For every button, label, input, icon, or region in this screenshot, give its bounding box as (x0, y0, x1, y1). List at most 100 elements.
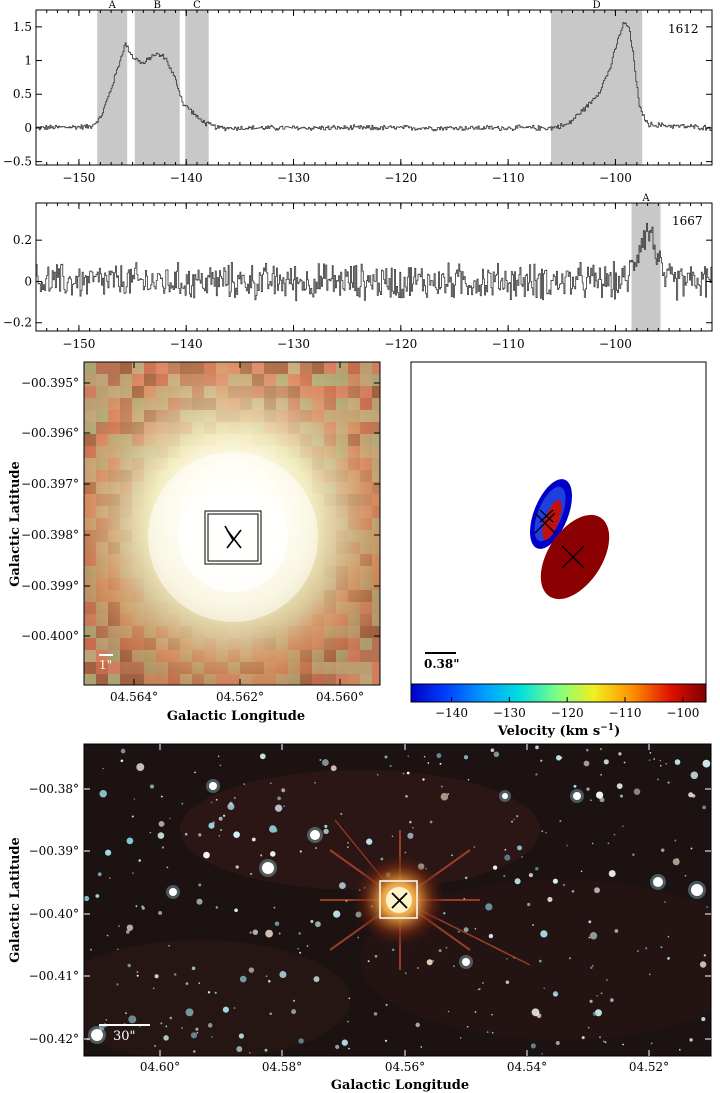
spectrum-1612-xtick: −120 (384, 171, 417, 185)
zoom-xtick-label: 04.564° (110, 690, 158, 704)
wide-ylabel: Galactic Latitude (8, 837, 23, 963)
spectrum-1667-xtick: −150 (62, 337, 95, 351)
zoom-x-ticks: 04.564° 04.562° 04.560° (110, 362, 364, 704)
zoom-ytick-label: −00.395° (21, 376, 79, 390)
spectrum-1612-ytick: 0 (24, 121, 32, 135)
maser-spot-red-small (542, 500, 562, 540)
region-a-label: A (108, 0, 117, 11)
spectrum-1667-xtick: −120 (384, 337, 417, 351)
colorbar-tick-label: −120 (551, 706, 584, 720)
zoom-image-pixels (84, 362, 380, 685)
wide-field-stars (84, 745, 711, 1055)
spectrum-1667-panel: A −150 −140 −130 −120 −110 −100 −0.2 0 0.2 1667 (3, 193, 713, 351)
region-d-label: D (593, 0, 601, 11)
maser-spots (530, 479, 610, 600)
spectrum-1612-ytick: 1.5 (13, 20, 32, 34)
region-a-label: A (641, 193, 650, 204)
wide-xtick-label: 04.54° (507, 1060, 547, 1074)
region-c-band (185, 10, 209, 165)
spectrum-1612-xtick: −150 (62, 171, 95, 185)
spectrum-1667-line (36, 223, 712, 302)
spectrum-1667-xtick: −110 (492, 337, 525, 351)
wide-xlabel: Galactic Longitude (331, 1078, 469, 1093)
maser-crosses (534, 509, 585, 569)
svg-text:0.38": 0.38" (424, 657, 459, 671)
zoom-scalebar: 1" (99, 654, 113, 672)
zoom-ytick-label: −00.399° (21, 579, 79, 593)
spectrum-1612-xtick: −130 (277, 171, 310, 185)
spectrum-1612-trace (36, 22, 712, 132)
spectrum-1667-trace (36, 223, 712, 302)
zoom-ytick-label: −00.400° (21, 629, 79, 643)
zoom-y-ticks: −00.395° −00.396° −00.397° −00.398° −00.399°… (21, 376, 380, 643)
svg-text:30": 30" (113, 1029, 136, 1044)
spectrum-1612-frame (35, 9, 713, 166)
wide-xtick-label: 04.60° (140, 1060, 180, 1074)
spectrum-1667-xtick: −130 (277, 337, 310, 351)
region-a-band (631, 203, 661, 331)
zoom-xtick-label: 04.560° (316, 690, 364, 704)
zoom-xlabel: Galactic Longitude (167, 709, 305, 724)
wide-ytick-label: −00.39° (29, 844, 79, 858)
spectrum-1612-label: 1612 (668, 22, 699, 36)
spectrum-1667-ytick: −0.2 (3, 316, 32, 330)
svg-text:1": 1" (99, 658, 112, 672)
wide-ytick-label: −00.38° (29, 782, 79, 796)
wide-target-box (379, 880, 418, 919)
spectrum-1612-xtick: −110 (492, 171, 525, 185)
wide-xtick-label: 04.52° (629, 1060, 669, 1074)
spectrum-1667-ytick: 0.2 (13, 233, 32, 247)
spectrum-1612-panel: A B C D −150 −140 −130 −120 −110 −100 −0.5 0 0.5 1 1.5… (3, 0, 713, 185)
spectrum-1612-ytick: 1 (24, 54, 32, 68)
spectrum-1612-ytick: −0.5 (3, 155, 32, 169)
spectrum-1667-xtick: −140 (170, 337, 203, 351)
wide-image-frame (83, 743, 712, 1057)
spectrum-1667-regions (631, 203, 661, 331)
zoom-image-frame (83, 361, 381, 686)
spectrum-1667-xtick: −100 (599, 337, 632, 351)
zoom-target-box (204, 510, 262, 565)
region-b-label: B (154, 0, 161, 11)
zoom-maser-cross (224, 525, 242, 549)
spectrum-1612-regions (97, 10, 643, 165)
colorbar-ticks: −140 −130 −120 −110 −100 (435, 697, 699, 720)
wide-image-panel: 30" −00.38°−00.39°−00.40°−00.41°−00.42° … (8, 743, 712, 1093)
maser-scalebar: 0.38" (424, 652, 459, 671)
zoom-ytick-label: −00.398° (21, 528, 79, 542)
wide-ytick-label: −00.40° (29, 907, 79, 921)
maser-spot-red-large (540, 514, 610, 600)
wide-scalebar: 30" (99, 1024, 150, 1044)
spectrum-1667-frame (35, 202, 713, 332)
zoom-xtick-label: 04.562° (216, 690, 264, 704)
spectrum-1612-ytick: 0.5 (13, 87, 32, 101)
colorbar-tick-label: −100 (666, 706, 699, 720)
zoom-ytick-label: −00.397° (21, 477, 79, 491)
zoom-ylabel: Galactic Latitude (8, 461, 23, 587)
colorbar-tick-label: −130 (493, 706, 526, 720)
spectrum-1612-xtick: −140 (170, 171, 203, 185)
spectrum-1612-axes: A B C D −150 −140 −130 −120 −110 −100 −0.5 0 0.5 1 1.5 (3, 0, 713, 185)
spectrum-1612-xtick: −100 (599, 171, 632, 185)
wide-maser-cross (391, 892, 408, 909)
velocity-colorbar (410, 683, 707, 703)
spectrum-1667-axes: A −150 −140 −130 −120 −110 −100 −0.2 0 0.2 (3, 193, 713, 351)
colorbar-label: Velocity (km s−1) (497, 723, 620, 739)
maser-map-panel: 0.38" −140 −130 −120 −110 −100 Velocity (km … (410, 361, 707, 739)
region-b-band (134, 10, 180, 165)
zoom-ytick-label: −00.396° (21, 426, 79, 440)
region-c-label: C (193, 0, 201, 11)
spectrum-1612-line (36, 22, 712, 132)
wide-x-ticks: 04.60° 04.58° 04.56° 04.54° 04.52° (140, 744, 669, 1074)
wide-ytick-label: −00.41° (29, 969, 79, 983)
wide-y-ticks: −00.38° −00.39° −00.40° −00.41° −00.42° (29, 782, 711, 1046)
region-d-band (551, 10, 643, 165)
wide-xtick-label: 04.56° (385, 1060, 425, 1074)
spectrum-1667-label: 1667 (672, 214, 703, 228)
colorbar-tick-label: −110 (609, 706, 642, 720)
wide-ytick-label: −00.42° (29, 1032, 79, 1046)
wide-xtick-label: 04.58° (262, 1060, 302, 1074)
spectrum-1667-ytick: 0 (24, 274, 32, 288)
zoom-image-panel: 1" −00.395°−00.396°−00.397°−00.398°−00.3… (8, 361, 381, 724)
colorbar-tick-label: −140 (435, 706, 468, 720)
